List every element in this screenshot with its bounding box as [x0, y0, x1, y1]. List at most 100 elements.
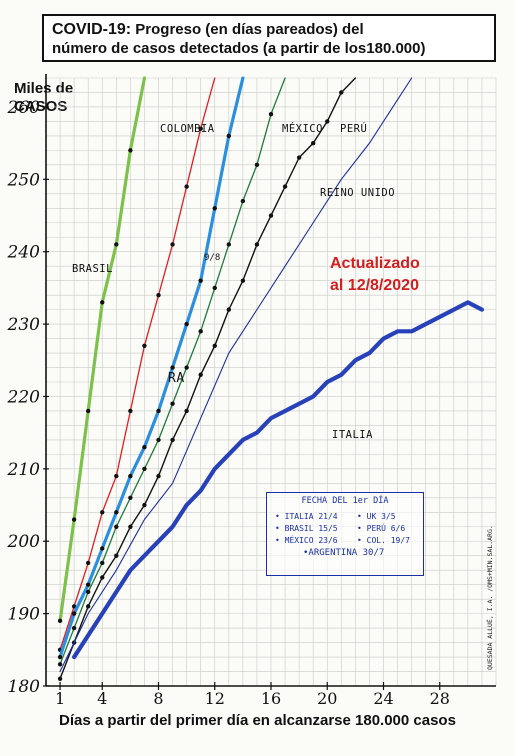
data-point-peru — [226, 307, 232, 312]
data-point-brasil — [114, 242, 119, 247]
data-point-argentina — [156, 408, 161, 414]
legend-entry: • ITALIA 21/4 — [275, 512, 338, 521]
title-rest: Progreso (en días pareados) del — [131, 21, 364, 38]
data-point-colombia — [114, 473, 119, 479]
series-label-peru: PERÚ — [340, 122, 367, 135]
data-point-mexico — [128, 495, 133, 501]
updated-note-line-1: Actualizado — [330, 255, 420, 272]
data-point-mexico — [240, 198, 246, 204]
y-tick-label: 220 — [7, 387, 41, 407]
series-labels: BRASIL COLOMBIA RA MÉXICO PERÚ REINO UNIDO ITA… — [72, 122, 395, 441]
data-point-colombia — [184, 184, 189, 189]
legend-header: FECHA DEL 1er DÍA — [301, 496, 389, 506]
series-line-colombia — [59, 77, 216, 651]
series-label-reino_unido: REINO UNIDO — [320, 187, 395, 199]
data-point-colombia — [71, 604, 77, 609]
title-box: COVID-19: Progreso (en días pareados) de… — [42, 14, 496, 62]
x-tick-label: 8 — [153, 689, 163, 708]
y-axis-label-line-2: CASOS — [14, 98, 68, 115]
data-point-argentina — [114, 510, 119, 515]
data-point-mexico — [268, 111, 274, 117]
series-line-italia — [72, 300, 485, 660]
data-point-peru — [142, 502, 147, 508]
series-label-italia: ITALIA — [332, 429, 373, 441]
legend-entry: • PERÚ 6/6 — [357, 524, 406, 533]
annotation-9-8: 9/8 — [204, 253, 220, 263]
data-point-argentina — [57, 654, 63, 660]
y-tick-label: 200 — [7, 532, 41, 552]
x-tick-label: 20 — [317, 689, 337, 708]
data-point-peru — [198, 372, 203, 377]
y-tick-label: 260 — [7, 98, 41, 118]
x-tick-label: 1 — [55, 689, 65, 708]
data-point-mexico — [85, 589, 91, 595]
data-point-mexico — [198, 329, 203, 334]
title-lead: COVID-19: — [52, 21, 132, 38]
title-line-2: número de casos detectados (a partir de … — [52, 40, 426, 57]
data-point-brasil — [71, 517, 77, 522]
data-point-mexico — [184, 365, 189, 370]
x-axis-label: Días a partir del primer día en alcanzar… — [59, 712, 456, 729]
legend-entry: • BRASIL 15/5 — [275, 524, 338, 533]
data-point-peru — [310, 140, 316, 146]
start-date-legend: FECHA DEL 1er DÍA • ITALIA 21/4 • UK 3/5… — [266, 492, 424, 576]
y-tick-label: 230 — [7, 315, 41, 335]
data-point-argentina — [184, 321, 189, 327]
data-point-peru — [282, 184, 288, 189]
data-point-brasil — [85, 408, 91, 414]
data-point-mexico — [71, 625, 77, 631]
data-point-mexico — [212, 285, 217, 291]
data-point-mexico — [170, 401, 175, 406]
x-tick-label: 16 — [261, 689, 281, 708]
data-point-mexico — [57, 662, 63, 667]
y-tick-label: 210 — [7, 460, 41, 480]
data-point-brasil — [57, 618, 63, 624]
series-line-reino_unido — [59, 77, 413, 673]
data-point-mexico — [114, 524, 119, 529]
data-point-argentina — [142, 444, 147, 450]
series-label-argentina: RA — [168, 371, 185, 386]
series-line-peru — [59, 77, 357, 680]
data-point-peru — [212, 343, 217, 349]
data-point-colombia — [170, 242, 175, 247]
data-point-colombia — [156, 292, 161, 298]
data-point-mexico — [226, 242, 232, 247]
series-lines — [57, 76, 485, 681]
data-point-peru — [114, 553, 119, 558]
y-tick-label: 190 — [8, 605, 41, 625]
data-point-argentina — [170, 365, 175, 370]
y-tick-label: 180 — [8, 677, 41, 697]
updated-note: Actualizado al 12/8/2020 — [330, 253, 420, 297]
data-point-peru — [268, 213, 274, 218]
data-point-peru — [254, 242, 260, 247]
legend-entry: • UK 3/5 — [357, 512, 396, 521]
data-point-argentina — [100, 546, 105, 551]
data-point-colombia — [100, 510, 105, 515]
y-tick-label: 250 — [7, 170, 41, 190]
data-point-peru — [57, 676, 63, 681]
legend-entry-argentina: •ARGENTINA 30/7 — [303, 548, 385, 558]
x-tick-label: 28 — [430, 689, 450, 708]
title-line-1: COVID-19: Progreso (en días pareados) de… — [52, 20, 486, 39]
data-point-argentina — [198, 278, 203, 283]
data-point-argentina — [85, 582, 91, 587]
data-point-peru — [85, 604, 91, 609]
legend-entry: • MÉXICO 23/6 — [275, 536, 338, 545]
axes: 180 190 200 210 220 230 240 250 260 1 4 8 12 16 20 24 28 — [7, 74, 496, 708]
data-point-mexico — [100, 560, 105, 566]
credit-text: QUESADA ALLUÉ, I.A. /OMS+MIN.SAL.ARG. — [486, 525, 494, 670]
data-point-brasil — [100, 300, 105, 305]
legend-entry: • COL. 19/7 — [357, 536, 410, 545]
data-point-peru — [240, 278, 246, 283]
data-point-argentina — [226, 133, 232, 139]
updated-note-line-2: al 12/8/2020 — [330, 277, 419, 294]
data-point-mexico — [254, 162, 260, 168]
data-point-peru — [296, 155, 302, 160]
data-point-colombia — [142, 343, 147, 349]
data-point-peru — [339, 90, 344, 95]
x-tick-label: 24 — [373, 689, 393, 708]
series-label-colombia: COLOMBIA — [160, 123, 215, 135]
data-point-colombia — [85, 560, 91, 566]
data-point-peru — [325, 119, 330, 124]
